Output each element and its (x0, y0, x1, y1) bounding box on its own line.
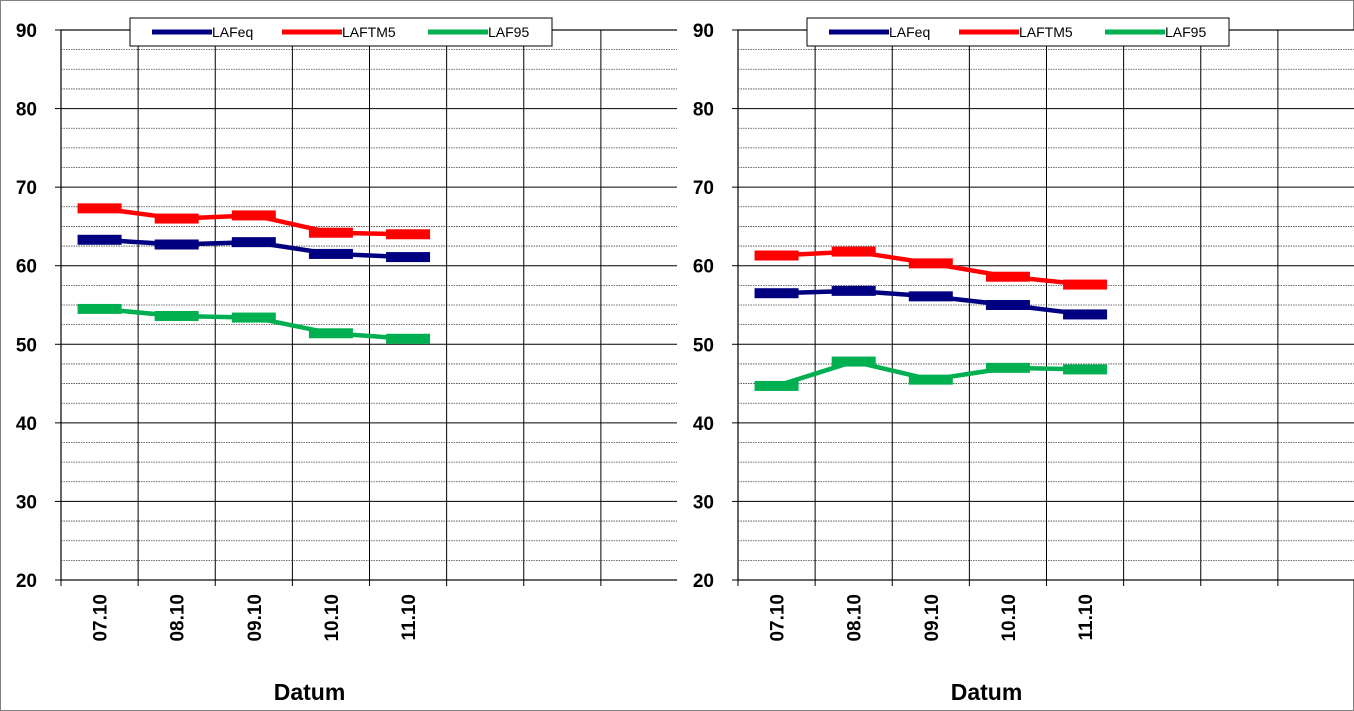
y-tick-label: 30 (693, 492, 714, 513)
x-tick-label: 07.10 (91, 594, 112, 642)
y-tick-label: 40 (16, 414, 37, 435)
y-tick-label: 50 (16, 335, 37, 356)
y-tick-label: 80 (16, 100, 37, 121)
data-point-marker (831, 246, 876, 257)
chart-right: 90 80 70 60 50 40 30 20 07.10 08.10 09.10 10.10 11.1… (693, 17, 1354, 705)
data-point-marker (231, 312, 276, 323)
data-point-marker (154, 213, 199, 224)
legend-label: LAFTM5 (1019, 24, 1073, 40)
data-point-marker (985, 271, 1030, 282)
series-lafeq (754, 285, 1108, 320)
y-tick-label: 70 (16, 178, 37, 199)
data-point-marker (77, 303, 122, 314)
data-point-marker (77, 234, 122, 245)
series-lafeq (77, 234, 431, 263)
data-point-marker (154, 311, 199, 321)
data-point-marker (831, 356, 876, 367)
series-laftm5 (754, 246, 1108, 290)
x-tick-label: 08.10 (845, 594, 866, 642)
data-point-marker (908, 291, 953, 302)
x-tick-label: 09.10 (245, 594, 266, 642)
data-point-marker (908, 374, 953, 385)
y-tick-label: 20 (16, 571, 37, 592)
y-tick-label: 70 (693, 178, 714, 199)
x-tick-label: 11.10 (1076, 594, 1097, 641)
data-point-marker (754, 380, 799, 391)
data-point-marker (308, 227, 353, 238)
x-tick-label: 11.10 (399, 594, 420, 641)
y-tick-label: 40 (693, 414, 714, 435)
data-point-marker (231, 237, 276, 248)
legend: LAFeq LAFTM5 LAF95 (806, 17, 1230, 47)
data-point-marker (985, 362, 1030, 373)
x-tick-label: 10.10 (999, 594, 1020, 642)
x-axis-title: Datum (274, 679, 346, 705)
x-tick-label: 10.10 (322, 594, 343, 642)
data-point-marker (386, 333, 431, 344)
data-point-marker (308, 248, 353, 259)
data-point-marker (386, 252, 431, 263)
legend-label: LAF95 (1165, 24, 1206, 40)
legend-label: LAF95 (488, 24, 529, 40)
data-point-marker (1063, 309, 1108, 320)
data-point-marker (754, 288, 799, 299)
x-tick-label: 08.10 (168, 594, 189, 642)
data-point-marker (77, 203, 122, 214)
x-axis-title: Datum (951, 679, 1023, 705)
y-tick-label: 60 (16, 257, 37, 278)
y-tick-label: 50 (693, 335, 714, 356)
series-laf95 (77, 303, 431, 344)
series-laftm5 (77, 203, 431, 240)
y-tick-label: 20 (693, 571, 714, 592)
data-point-marker (386, 229, 431, 240)
y-tick-label: 30 (16, 492, 37, 513)
series-laf95 (754, 356, 1108, 391)
data-point-marker (231, 210, 276, 221)
data-point-marker (1063, 279, 1108, 290)
legend: LAFeq LAFTM5 LAF95 (129, 17, 553, 47)
data-point-marker (908, 258, 953, 269)
y-tick-label: 90 (16, 21, 37, 42)
x-tick-label: 09.10 (922, 594, 943, 642)
y-tick-label: 90 (693, 21, 714, 42)
data-point-marker (308, 328, 353, 339)
data-point-marker (831, 285, 876, 296)
data-point-marker (985, 300, 1030, 310)
data-point-marker (154, 239, 199, 250)
x-tick-label: 07.10 (768, 594, 789, 642)
data-point-marker (754, 250, 799, 261)
plot-area: 90 80 70 60 50 40 30 20 07.10 08.10 09.10 10.10 11.1… (16, 21, 677, 705)
legend-label: LAFeq (212, 24, 253, 40)
legend-label: LAFTM5 (342, 24, 396, 40)
y-tick-label: 80 (693, 100, 714, 121)
chart-left: 90 80 70 60 50 40 30 20 07.10 08.10 09.10 10.10 11.1… (16, 17, 677, 705)
y-tick-label: 60 (693, 257, 714, 278)
plot-area: 90 80 70 60 50 40 30 20 07.10 08.10 09.10 10.10 11.1… (693, 21, 1354, 705)
data-point-marker (1063, 364, 1108, 375)
legend-label: LAFeq (889, 24, 930, 40)
